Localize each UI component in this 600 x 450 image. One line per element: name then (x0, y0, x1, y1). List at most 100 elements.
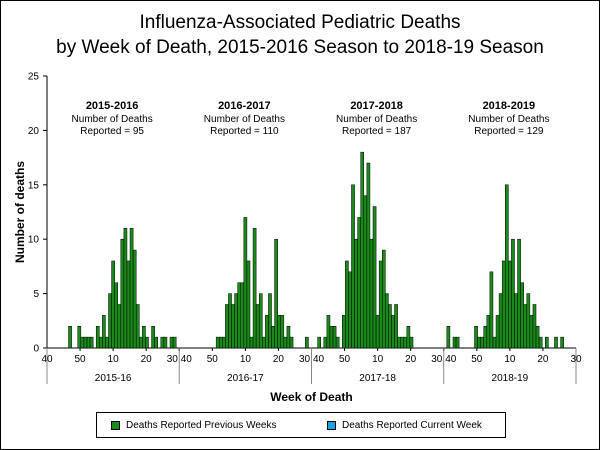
x-tick-label: 50 (207, 354, 219, 365)
bar-2017-18-week-28 (397, 336, 401, 349)
bar-2016-17-week-29 (268, 293, 272, 349)
x-tick-label: 10 (108, 354, 120, 365)
bar-2016-17-week-16 (228, 293, 232, 349)
bar-2015-16-week-14 (89, 336, 94, 349)
x-axis-title: Week of Death (270, 390, 352, 404)
bar-2015-16-week-37 (160, 336, 165, 349)
bar-2017-18-week-5 (326, 315, 331, 349)
bar-2015-16-week-23 (117, 304, 122, 349)
y-tick-label: 5 (33, 289, 39, 300)
bar-2016-17-week-24 (252, 228, 257, 349)
bar-2017-18-week-16 (360, 151, 365, 349)
x-tick-label: 10 (372, 354, 384, 365)
bar-2017-18-week-15 (357, 217, 361, 349)
annotation-line2-2015-16: Number of Deaths (72, 114, 153, 125)
x-tick-label: 20 (141, 354, 153, 365)
bar-2018-19-week-19 (501, 260, 506, 349)
x-tick-label: 40 (313, 354, 325, 365)
bar-2018-19-week-11 (477, 336, 481, 349)
bar-2015-16-week-13 (86, 336, 91, 349)
bar-2017-18-week-20 (372, 206, 377, 349)
bar-2017-18-week-22 (378, 260, 383, 349)
bar-2015-16-week-40 (169, 336, 174, 349)
bar-2016-17-week-25 (255, 304, 260, 349)
bar-2017-18-week-4 (323, 336, 328, 349)
bar-2016-17-week-23 (249, 336, 254, 349)
annotation-line2-2018-19: Number of Deaths (468, 114, 549, 125)
x-tick-label: 50 (471, 354, 483, 365)
annotation-line3-2015-16: Reported = 95 (80, 126, 144, 137)
bar-2018-19-week-29 (532, 304, 537, 349)
bar-2018-19-week-3 (452, 336, 457, 349)
bar-2018-19-week-31 (538, 336, 543, 349)
bar-2018-19-week-10 (474, 325, 478, 349)
bar-2015-16-week-16 (95, 325, 100, 349)
legend-label-previous: Deaths Reported Previous Weeks (126, 420, 277, 431)
bar-2018-19-week-30 (535, 325, 540, 349)
bar-2018-19-week-36 (554, 336, 558, 349)
x-tick-label: 10 (504, 354, 516, 365)
bar-2018-19-week-16 (492, 336, 497, 349)
bar-2015-16-week-19 (105, 336, 109, 349)
bar-2018-19-week-26 (523, 304, 528, 349)
bar-2016-17-week-31 (274, 238, 278, 349)
bar-2015-16-week-31 (142, 325, 146, 349)
bar-2017-18-week-8 (335, 336, 340, 349)
bar-2018-19-week-24 (517, 238, 521, 349)
y-tick-label: 20 (28, 126, 40, 137)
bar-2015-16-week-18 (102, 315, 106, 349)
bar-2016-17-week-12 (215, 336, 220, 349)
bar-2015-16-week-21 (111, 260, 115, 349)
x-tick-label: 20 (537, 354, 549, 365)
x-tick-label: 30 (299, 354, 311, 365)
bar-2017-18-week-11 (345, 260, 349, 349)
bar-2018-19-week-4 (455, 336, 460, 349)
legend-item-previous: Deaths Reported Previous Weeks (111, 420, 276, 431)
bar-2018-19-week-12 (480, 336, 484, 349)
bar-2017-18-week-10 (342, 315, 346, 349)
legend-swatch-current (327, 421, 336, 430)
x-tick-label: 40 (181, 354, 193, 365)
bar-2016-17-week-19 (237, 282, 242, 349)
bar-2015-16-week-41 (172, 336, 177, 349)
annotation-line3-2016-17: Reported = 110 (210, 126, 279, 137)
bar-2018-19-week-21 (508, 260, 512, 349)
bar-2017-18-week-6 (329, 325, 334, 349)
bar-2017-18-week-2 (317, 336, 321, 349)
bar-2018-19-week-18 (498, 293, 503, 349)
y-axis-title: Number of deaths (13, 161, 27, 263)
bar-2015-16-week-25 (123, 228, 128, 349)
bar-2018-19-week-1 (446, 325, 451, 349)
bar-2015-16-week-11 (80, 336, 85, 349)
bar-2017-18-week-21 (375, 315, 380, 349)
season-label-2018-19: 2018-19 (492, 373, 529, 384)
annotation-season-2017-18: 2017-2018 (350, 100, 403, 112)
bar-2017-18-week-23 (381, 249, 386, 349)
bar-2016-17-week-35 (286, 325, 291, 349)
bar-2016-17-week-15 (225, 304, 229, 349)
y-tick-label: 0 (33, 344, 39, 355)
bar-2017-18-week-17 (363, 195, 368, 349)
annotation-line2-2016-17: Number of Deaths (204, 114, 285, 125)
x-tick-label: 20 (405, 354, 417, 365)
bar-2018-19-week-20 (505, 184, 509, 349)
annotation-season-2016-17: 2016-2017 (218, 100, 271, 112)
bar-2017-18-week-12 (348, 271, 352, 349)
y-tick-label: 10 (28, 235, 40, 246)
bar-2015-16-week-7 (68, 325, 72, 349)
bar-2015-16-week-22 (114, 282, 118, 349)
y-tick-label: 15 (28, 180, 40, 191)
annotation-line3-2017-18: Reported = 187 (342, 126, 412, 137)
bar-2016-17-week-34 (283, 336, 288, 349)
x-tick-label: 50 (75, 354, 87, 365)
bar-2016-17-week-27 (262, 336, 266, 349)
bar-2018-19-week-33 (544, 336, 549, 349)
bar-2015-16-week-27 (129, 228, 134, 349)
annotation-season-2018-19: 2018-2019 (483, 100, 536, 112)
bar-2017-18-week-31 (406, 325, 411, 349)
bar-2016-17-week-28 (265, 315, 269, 349)
season-label-2016-17: 2016-17 (227, 373, 264, 384)
bar-2018-19-week-27 (526, 293, 531, 349)
bar-2017-18-week-18 (366, 162, 371, 349)
